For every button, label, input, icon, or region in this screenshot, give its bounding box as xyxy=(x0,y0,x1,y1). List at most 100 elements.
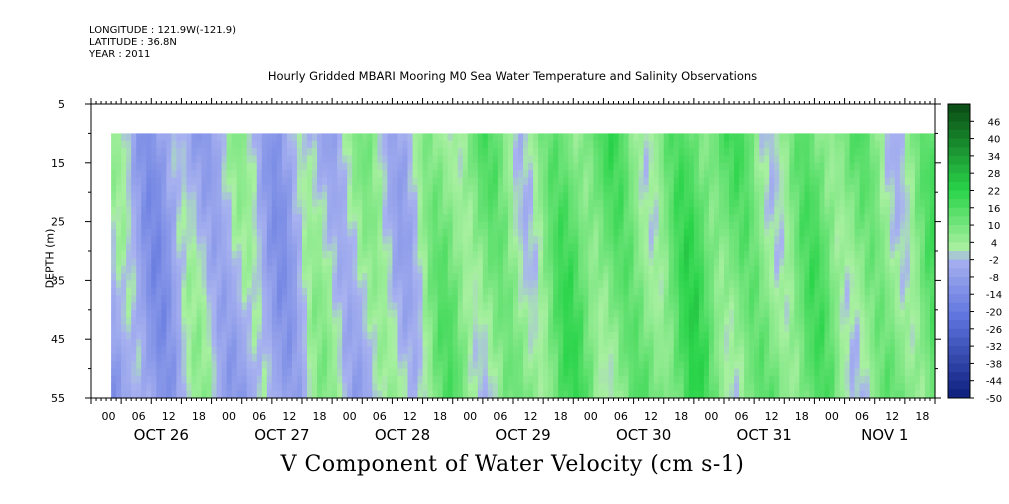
heatmap-cell xyxy=(447,295,454,304)
heatmap-cell xyxy=(382,346,388,355)
heatmap-cell xyxy=(337,214,343,223)
heatmap-cell xyxy=(734,258,740,267)
heatmap-cell xyxy=(337,243,343,252)
heatmap-cell xyxy=(658,199,665,208)
heatmap-cell xyxy=(708,192,715,201)
heatmap-cell xyxy=(518,192,524,201)
heatmap-cell xyxy=(121,140,127,149)
heatmap-cell xyxy=(794,199,800,208)
heatmap-cell xyxy=(633,199,640,208)
heatmap-cell xyxy=(186,228,193,237)
heatmap-cell xyxy=(784,228,790,237)
heatmap-cell xyxy=(779,170,785,179)
heatmap-cell xyxy=(302,140,308,149)
heatmap-cell xyxy=(302,236,308,245)
heatmap-cell xyxy=(734,353,740,362)
heatmap-cell xyxy=(352,221,358,230)
heatmap-cell xyxy=(266,280,273,289)
heatmap-cell xyxy=(518,177,524,186)
heatmap-cell xyxy=(236,346,243,355)
heatmap-cell xyxy=(211,287,218,296)
heatmap-cell xyxy=(186,155,193,164)
heatmap-cell xyxy=(789,199,795,208)
heatmap-cell xyxy=(231,383,238,392)
heatmap-cell xyxy=(171,243,177,252)
heatmap-cell xyxy=(663,309,670,318)
heatmap-cell xyxy=(151,331,157,340)
heatmap-cell xyxy=(643,302,650,311)
heatmap-cell xyxy=(683,383,690,392)
heatmap-cell xyxy=(724,368,730,377)
heatmap-cell xyxy=(166,155,172,164)
heatmap-cell xyxy=(507,177,514,186)
heatmap-cell xyxy=(653,148,660,157)
heatmap-cell xyxy=(387,243,394,252)
heatmap-cell xyxy=(648,383,655,392)
heatmap-cell xyxy=(221,177,228,186)
heatmap-cell xyxy=(528,184,534,193)
heatmap-cell xyxy=(332,331,338,340)
heatmap-cell xyxy=(553,221,559,230)
heatmap-cell xyxy=(146,265,152,274)
heatmap-cell xyxy=(342,148,348,157)
heatmap-cell xyxy=(276,162,283,171)
heatmap-cell xyxy=(638,368,645,377)
heatmap-cell xyxy=(156,375,162,384)
heatmap-cell xyxy=(181,265,188,274)
heatmap-cell xyxy=(583,317,589,326)
heatmap-cell xyxy=(668,199,675,208)
heatmap-cell xyxy=(502,251,509,259)
heatmap-cell xyxy=(447,375,454,384)
heatmap-cell xyxy=(718,331,725,340)
heatmap-cell xyxy=(769,258,775,267)
heatmap-cell xyxy=(432,273,439,281)
heatmap-cell xyxy=(708,280,715,289)
heatmap-cell xyxy=(156,199,162,208)
heatmap-cell xyxy=(422,346,429,355)
heatmap-cell xyxy=(477,331,484,340)
heatmap-cell xyxy=(261,390,268,399)
heatmap-cell xyxy=(236,184,243,193)
heatmap-cell xyxy=(131,251,137,259)
heatmap-cell xyxy=(759,214,765,223)
heatmap-cell xyxy=(302,155,308,164)
heatmap-cell xyxy=(507,133,514,142)
heatmap-cell xyxy=(497,280,504,289)
heatmap-cell xyxy=(528,317,534,326)
heatmap-cell xyxy=(739,339,745,348)
heatmap-cell xyxy=(146,375,152,384)
heatmap-cell xyxy=(658,251,665,259)
heatmap-cell xyxy=(206,317,213,326)
heatmap-cell xyxy=(181,295,188,304)
heatmap-cell xyxy=(166,353,172,362)
heatmap-cell xyxy=(387,206,394,215)
heatmap-cell xyxy=(387,331,394,340)
heatmap-cell xyxy=(467,346,474,355)
heatmap-cell xyxy=(382,331,388,340)
heatmap-cell xyxy=(166,162,172,171)
heatmap-cell xyxy=(141,375,147,384)
heatmap-cell xyxy=(683,140,690,149)
heatmap-cell xyxy=(573,177,579,186)
heatmap-cell xyxy=(191,280,198,289)
heatmap-cell xyxy=(668,236,675,245)
heatmap-cell xyxy=(121,243,127,252)
heatmap-cell xyxy=(713,243,720,252)
heatmap-cell xyxy=(563,170,569,179)
heatmap-cell xyxy=(407,331,414,340)
heatmap-cell xyxy=(362,251,368,259)
heatmap-cell xyxy=(307,177,313,186)
heatmap-cell xyxy=(643,258,650,267)
heatmap-cell xyxy=(432,228,439,237)
heatmap-cell xyxy=(744,140,750,149)
heatmap-cell xyxy=(734,317,740,326)
heatmap-cell xyxy=(236,221,243,230)
heatmap-cell xyxy=(623,162,630,171)
heatmap-cell xyxy=(734,265,740,274)
heatmap-cell xyxy=(251,280,258,289)
heatmap-cell xyxy=(156,339,162,348)
heatmap-cell xyxy=(658,309,665,318)
heatmap-cell xyxy=(729,353,735,362)
heatmap-cell xyxy=(291,199,298,208)
heatmap-cell xyxy=(718,324,725,333)
